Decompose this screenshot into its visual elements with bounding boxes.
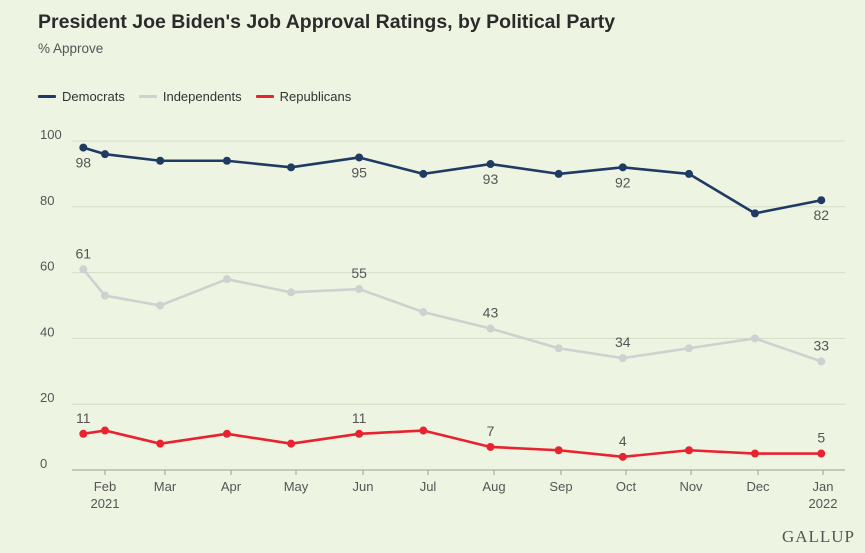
data-label-republicans-7: 7 xyxy=(487,423,495,439)
data-label-democrats-0: 98 xyxy=(76,155,92,171)
data-point-independents-3 xyxy=(222,275,231,284)
data-point-democrats-3 xyxy=(222,156,231,165)
chart-subtitle: % Approve xyxy=(38,41,104,56)
x-tick-label-apr: Apr xyxy=(221,479,242,494)
y-tick-label-60: 60 xyxy=(40,259,54,274)
data-point-democrats-7 xyxy=(486,160,495,169)
y-tick-label-40: 40 xyxy=(40,324,54,339)
legend-label-republicans: Republicans xyxy=(279,89,352,104)
x-tick-label-sep: Sep xyxy=(549,479,572,494)
legend-swatch-independents xyxy=(138,95,157,98)
gallup-logo: GALLUP xyxy=(781,527,855,546)
data-point-independents-0 xyxy=(79,265,88,274)
data-point-republicans-6 xyxy=(419,426,428,435)
data-point-independents-1 xyxy=(101,291,109,300)
data-point-republicans-7 xyxy=(486,442,495,451)
x-tick-label-jul: Jul xyxy=(420,479,437,494)
data-point-republicans-12 xyxy=(817,449,826,458)
data-point-independents-5 xyxy=(355,285,364,294)
data-point-democrats-0 xyxy=(79,143,88,152)
legend-item-democrats[interactable]: Democrats xyxy=(38,89,125,104)
data-point-independents-12 xyxy=(817,357,826,366)
data-label-democrats-7: 93 xyxy=(483,171,499,187)
data-point-independents-2 xyxy=(156,301,165,310)
data-label-republicans-5: 11 xyxy=(352,410,367,426)
data-point-republicans-4 xyxy=(287,439,296,448)
data-point-democrats-6 xyxy=(419,169,428,178)
data-point-democrats-11 xyxy=(750,209,759,218)
series-line-democrats xyxy=(82,146,822,215)
x-tick-label-oct: Oct xyxy=(616,479,637,494)
data-point-republicans-10 xyxy=(684,446,693,455)
data-point-republicans-9 xyxy=(618,452,627,461)
legend-item-republicans[interactable]: Republicans xyxy=(255,89,352,104)
legend-label-independents: Independents xyxy=(162,89,242,104)
x-tick-label-jan: Jan xyxy=(813,479,834,494)
x-tick-year-2021: 2021 xyxy=(91,496,120,511)
data-point-republicans-3 xyxy=(222,429,231,438)
data-point-independents-6 xyxy=(419,308,428,317)
data-point-democrats-1 xyxy=(101,150,109,159)
data-point-independents-7 xyxy=(486,324,495,333)
data-point-republicans-1 xyxy=(101,426,109,435)
data-point-republicans-2 xyxy=(156,439,165,448)
data-label-independents-9: 34 xyxy=(615,334,631,350)
data-point-democrats-5 xyxy=(355,153,364,162)
y-tick-label-0: 0 xyxy=(40,456,47,471)
data-point-independents-4 xyxy=(287,288,296,297)
data-point-independents-10 xyxy=(684,344,693,353)
data-point-independents-11 xyxy=(750,334,759,343)
x-tick-label-jun: Jun xyxy=(353,479,374,494)
data-point-republicans-0 xyxy=(79,429,88,438)
series-line-independents xyxy=(82,268,822,363)
data-label-independents-0: 61 xyxy=(76,245,92,261)
x-tick-label-feb: Feb xyxy=(94,479,116,494)
chart-legend: Democrats Independents Republicans xyxy=(38,89,351,104)
data-point-democrats-2 xyxy=(156,156,165,165)
legend-swatch-republicans xyxy=(255,95,274,98)
data-point-republicans-8 xyxy=(554,446,563,455)
data-label-republicans-9: 4 xyxy=(619,433,627,449)
legend-swatch-democrats xyxy=(38,95,56,98)
x-tick-label-nov: Nov xyxy=(679,479,703,494)
data-point-democrats-9 xyxy=(618,163,627,172)
data-point-democrats-12 xyxy=(817,196,826,205)
data-label-democrats-12: 82 xyxy=(813,207,829,223)
x-tick-year-2022: 2022 xyxy=(809,496,838,511)
data-label-independents-12: 33 xyxy=(813,337,829,353)
series-line-republicans xyxy=(83,429,822,459)
legend-item-independents[interactable]: Independents xyxy=(138,89,242,104)
x-tick-label-aug: Aug xyxy=(482,479,505,494)
y-tick-label-100: 100 xyxy=(40,127,62,142)
data-label-democrats-9: 92 xyxy=(615,174,631,190)
data-point-independents-9 xyxy=(618,354,627,363)
x-tick-label-may: May xyxy=(284,479,309,494)
data-label-independents-7: 43 xyxy=(483,305,499,321)
x-tick-label-mar: Mar xyxy=(154,479,177,494)
data-label-democrats-5: 95 xyxy=(351,164,367,180)
data-point-democrats-4 xyxy=(287,163,296,172)
data-label-republicans-0: 11 xyxy=(76,410,91,426)
y-tick-label-80: 80 xyxy=(40,193,54,208)
data-point-democrats-8 xyxy=(554,169,563,178)
x-tick-label-dec: Dec xyxy=(746,479,770,494)
data-point-independents-8 xyxy=(554,344,563,353)
data-point-republicans-11 xyxy=(750,449,759,458)
data-point-democrats-10 xyxy=(684,169,693,178)
y-tick-label-20: 20 xyxy=(40,390,54,405)
legend-label-democrats: Democrats xyxy=(62,89,125,104)
data-label-republicans-12: 5 xyxy=(817,430,825,446)
data-label-independents-5: 55 xyxy=(351,265,367,281)
data-point-republicans-5 xyxy=(355,429,364,438)
chart-title: President Joe Biden's Job Approval Ratin… xyxy=(38,11,616,33)
